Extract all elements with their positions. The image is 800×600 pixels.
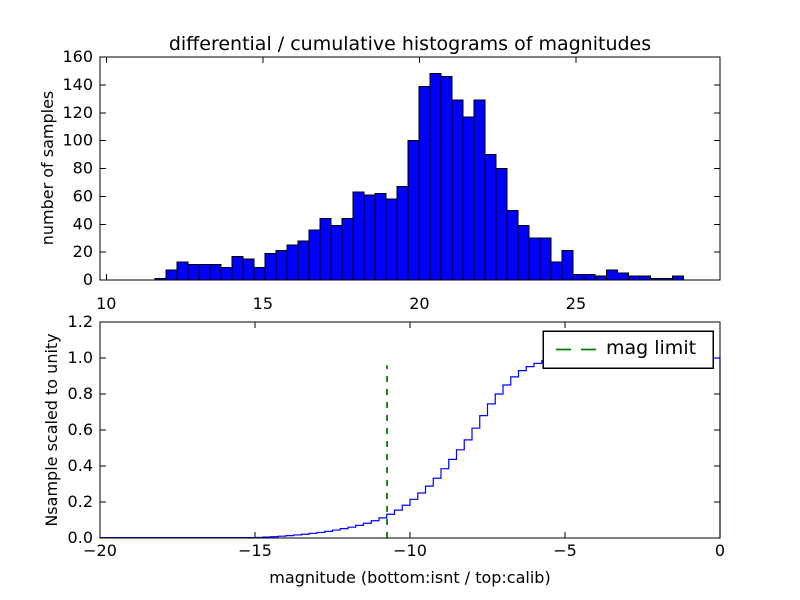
y-tick-label: 140 xyxy=(62,75,93,94)
y-tick-label: 40 xyxy=(73,214,93,233)
x-tick-label: −15 xyxy=(238,541,272,560)
x-tick-label: 20 xyxy=(409,294,429,313)
histogram-bar xyxy=(594,275,607,281)
histogram-bar xyxy=(187,264,200,281)
y-tick-label: 0.6 xyxy=(68,420,93,439)
histogram-bar xyxy=(385,198,398,281)
histogram-bar xyxy=(352,191,365,281)
histogram-bar xyxy=(374,193,387,281)
y-tick-label: 0.2 xyxy=(68,492,93,511)
histogram-bar xyxy=(264,253,277,281)
legend-label: mag limit xyxy=(606,337,697,359)
x-tick-label: −20 xyxy=(83,541,117,560)
histogram-bar xyxy=(242,258,255,281)
histogram-bar xyxy=(583,273,596,281)
figure-title: differential / cumulative histograms of … xyxy=(168,33,652,55)
y-tick-label: 1.2 xyxy=(68,312,93,331)
x-tick-label: 10 xyxy=(96,294,116,313)
x-tick-label: 15 xyxy=(253,294,273,313)
histogram-bar xyxy=(473,99,486,281)
axes-frame xyxy=(99,56,721,281)
legend-box xyxy=(542,330,714,369)
histogram-bar xyxy=(198,264,211,281)
y-tick-label: 0 xyxy=(83,270,93,289)
y-tick-label: 100 xyxy=(62,131,93,150)
histogram-bar xyxy=(539,237,552,281)
histogram-bar xyxy=(495,168,508,281)
histogram-bar xyxy=(319,218,332,281)
y-tick-label: 120 xyxy=(62,103,93,122)
histogram-bar xyxy=(396,186,409,281)
y-tick-label: 0.0 xyxy=(68,528,93,547)
axes-frame xyxy=(99,321,721,539)
histogram-bar xyxy=(484,154,497,281)
histogram-bar xyxy=(418,85,431,281)
y-tick-label: 60 xyxy=(73,186,93,205)
histogram-bar xyxy=(550,261,563,281)
y-tick-label: 1.0 xyxy=(68,348,93,367)
histogram-bar xyxy=(231,255,244,281)
x-tick-label: 25 xyxy=(566,294,586,313)
histogram-bar xyxy=(517,225,530,281)
histogram-bar xyxy=(451,99,464,281)
histogram-bar xyxy=(440,76,453,281)
histogram-bar xyxy=(528,237,541,281)
cumulative-curve xyxy=(100,357,721,539)
histogram-bar xyxy=(176,261,189,281)
histogram-bar xyxy=(572,273,585,281)
histogram-bar xyxy=(671,275,684,281)
x-tick-label: −10 xyxy=(393,541,427,560)
histogram-bar xyxy=(429,73,442,281)
x-tick-label: −5 xyxy=(553,541,577,560)
histogram-bar xyxy=(363,194,376,281)
histogram-bar xyxy=(462,116,475,281)
histogram-bar xyxy=(330,225,343,281)
x-tick-label: 0 xyxy=(715,541,725,560)
histogram-bar xyxy=(220,266,233,281)
y-tick-label: 0.4 xyxy=(68,456,93,475)
histogram-bar xyxy=(638,275,651,281)
histogram-bar xyxy=(616,272,629,281)
y-tick-label: 20 xyxy=(73,242,93,261)
y-tick-label: 80 xyxy=(73,159,93,178)
y-tick-label: 160 xyxy=(62,47,93,66)
bottom-y-axis-label: Nsample scaled to unity xyxy=(42,333,61,527)
histogram-bar xyxy=(627,275,640,281)
histogram-bar xyxy=(506,209,519,281)
histogram-bar xyxy=(308,229,321,281)
histogram-bar xyxy=(253,266,266,281)
histogram-bar xyxy=(165,269,178,281)
histogram-bar xyxy=(209,264,222,281)
histogram-bar xyxy=(605,269,618,281)
y-tick-label: 0.8 xyxy=(68,384,93,403)
histogram-bar xyxy=(561,250,574,281)
x-axis-label: magnitude (bottom:isnt / top:calib) xyxy=(269,568,551,587)
histogram-bar xyxy=(341,218,354,281)
top-y-axis-label: number of samples xyxy=(38,90,57,246)
histogram-bar xyxy=(286,244,299,281)
histogram-bar xyxy=(275,250,288,281)
histogram-bar xyxy=(297,240,310,281)
histogram-bar xyxy=(407,140,420,281)
